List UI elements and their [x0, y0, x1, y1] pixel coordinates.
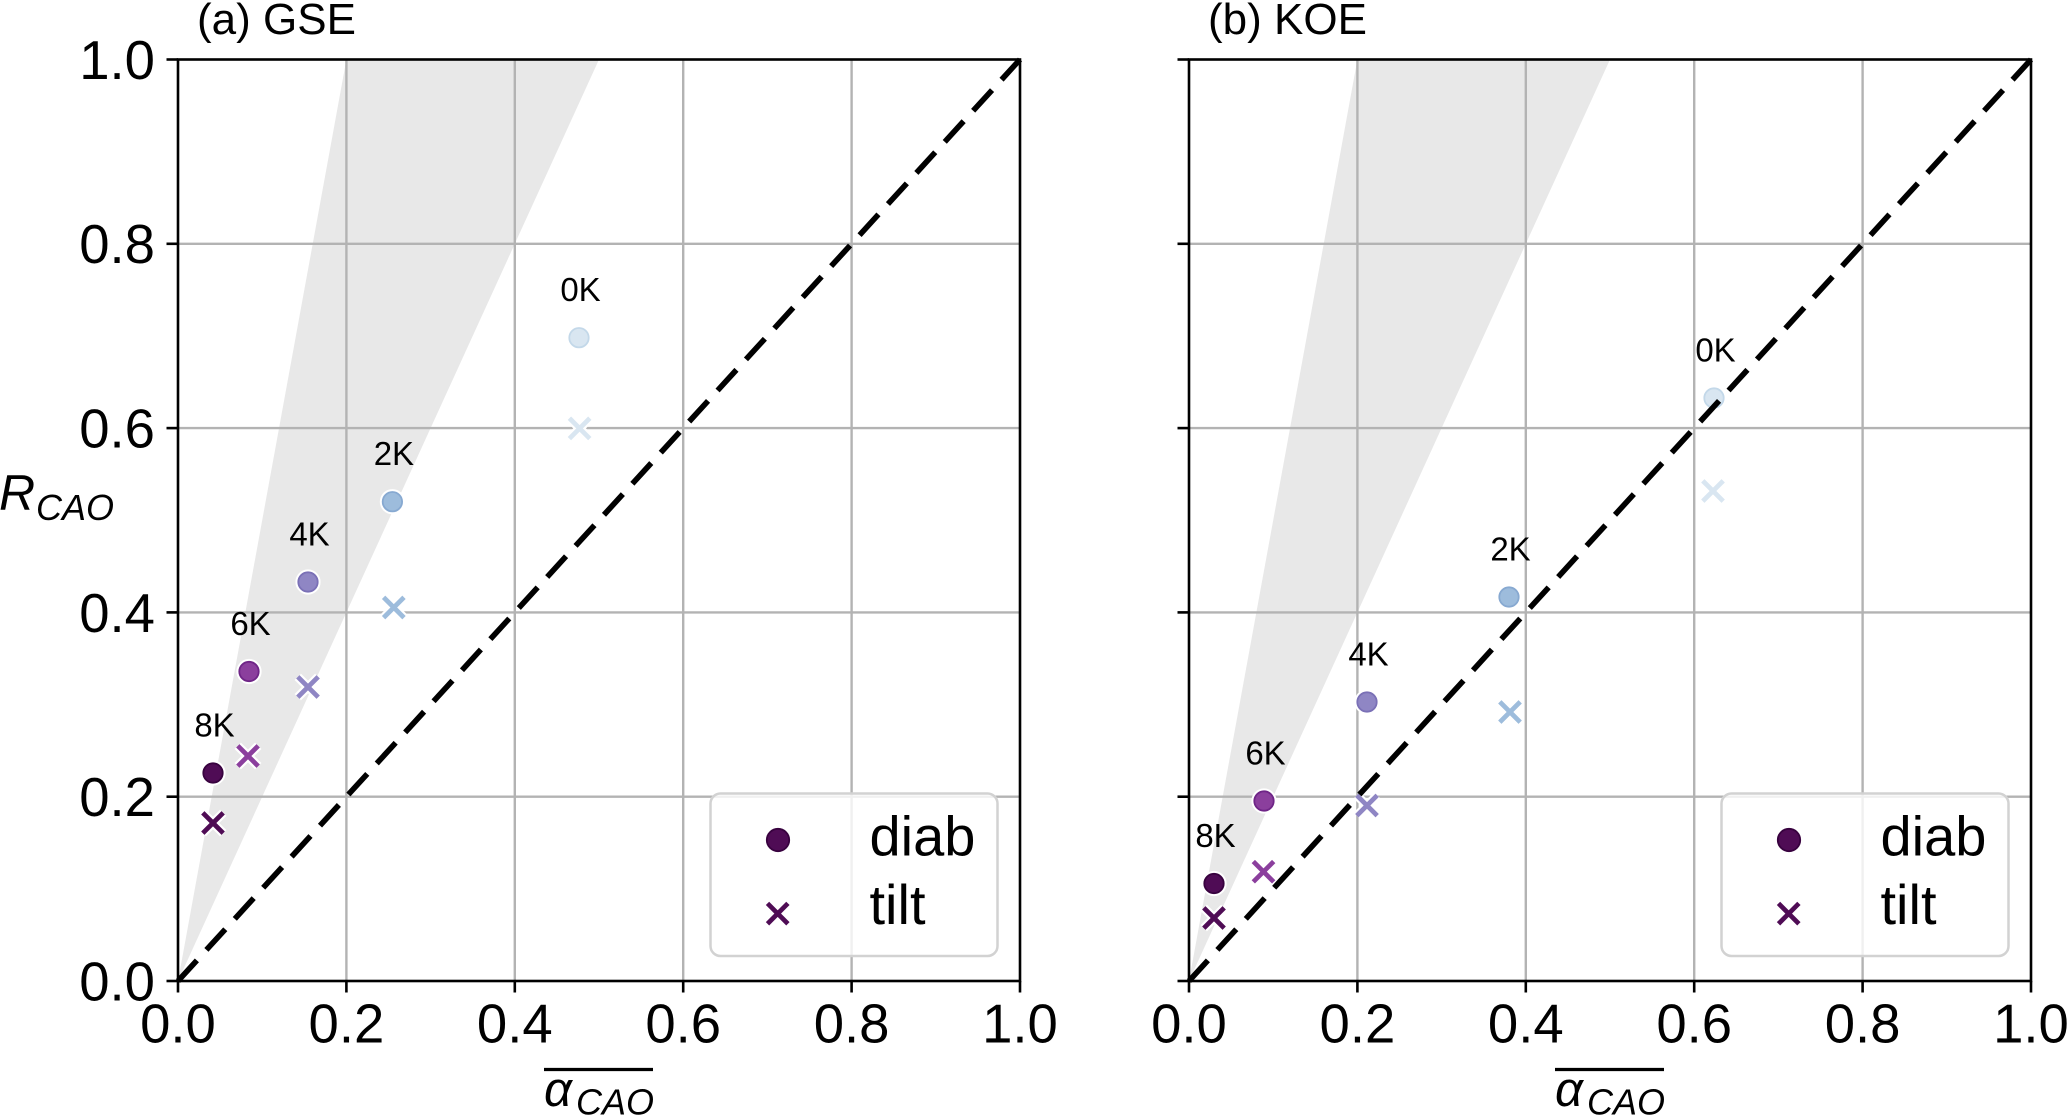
svg-text:0.8: 0.8 [1825, 994, 1901, 1055]
svg-text:1.0: 1.0 [1993, 994, 2067, 1055]
svg-text:0.4: 0.4 [1488, 994, 1564, 1055]
svg-text:0.6: 0.6 [79, 399, 155, 460]
svg-text:8K: 8K [1195, 817, 1235, 854]
svg-text:tilt: tilt [870, 873, 926, 936]
svg-text:0.8: 0.8 [814, 994, 890, 1055]
svg-text:6K: 6K [1245, 734, 1285, 771]
svg-text:tilt: tilt [1881, 873, 1937, 936]
svg-text:0.4: 0.4 [477, 994, 553, 1055]
svg-text:4K: 4K [289, 515, 329, 552]
svg-text:(a) GSE: (a) GSE [197, 0, 356, 44]
svg-text:0K: 0K [1695, 331, 1735, 368]
svg-text:0.0: 0.0 [1151, 994, 1227, 1055]
svg-text:CAO: CAO [1587, 1082, 1665, 1115]
svg-text:0.2: 0.2 [79, 767, 155, 828]
svg-text:R: R [0, 465, 35, 521]
svg-text:0.6: 0.6 [1656, 994, 1732, 1055]
svg-text:8K: 8K [194, 706, 234, 743]
svg-text:2K: 2K [1490, 530, 1530, 567]
svg-text:CAO: CAO [576, 1082, 654, 1115]
svg-text:1.0: 1.0 [982, 994, 1058, 1055]
svg-text:0.4: 0.4 [79, 583, 155, 644]
svg-text:diab: diab [870, 805, 976, 868]
svg-text:0.8: 0.8 [79, 214, 155, 275]
svg-text:CAO: CAO [36, 487, 114, 528]
svg-text:0.6: 0.6 [645, 994, 721, 1055]
svg-text:0.0: 0.0 [140, 994, 216, 1055]
svg-text:0K: 0K [560, 271, 600, 308]
svg-text:4K: 4K [1348, 635, 1388, 672]
svg-text:1.0: 1.0 [79, 30, 155, 91]
svg-text:(b) KOE: (b) KOE [1208, 0, 1367, 44]
svg-text:0.2: 0.2 [309, 994, 385, 1055]
svg-text:0.2: 0.2 [1320, 994, 1396, 1055]
svg-text:0.0: 0.0 [79, 951, 155, 1012]
svg-text:α: α [1555, 1063, 1585, 1115]
svg-text:α: α [544, 1063, 574, 1115]
svg-text:diab: diab [1881, 805, 1987, 868]
svg-text:2K: 2K [374, 435, 414, 472]
svg-text:6K: 6K [230, 605, 270, 642]
